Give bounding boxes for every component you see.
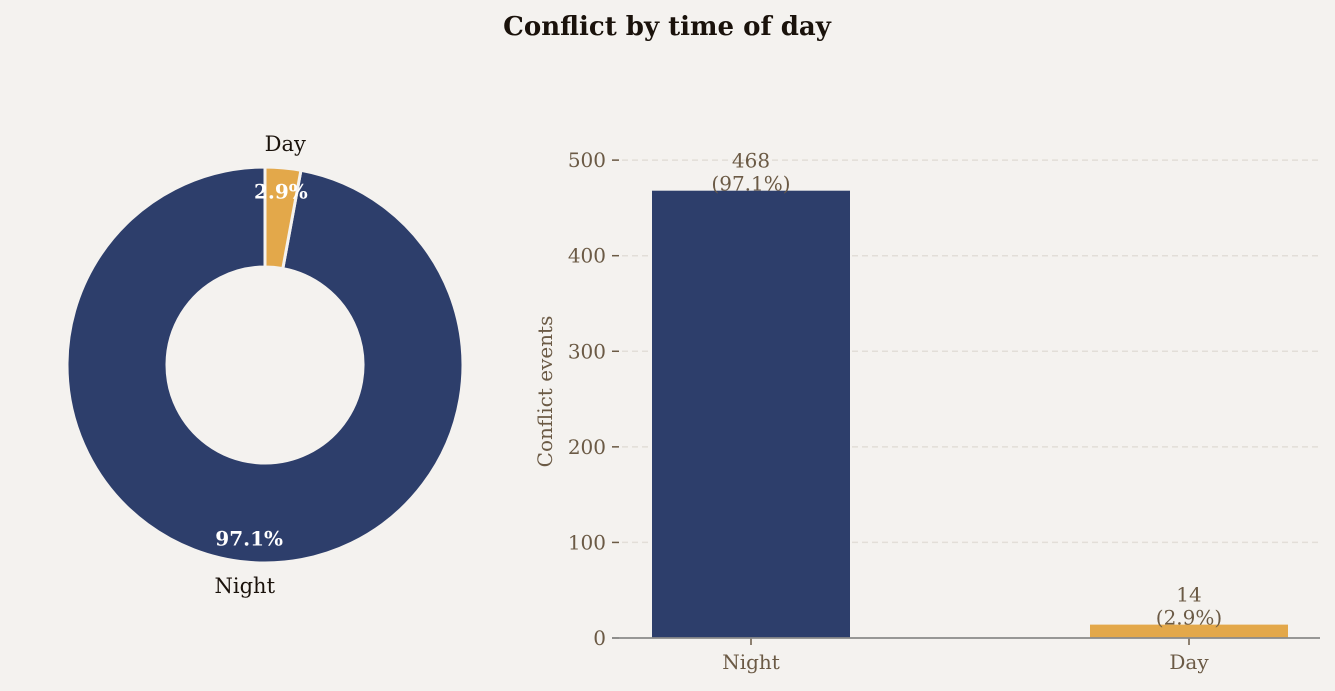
y-tick-label: 400 — [568, 244, 606, 268]
donut-category-label-day: Day — [265, 132, 306, 156]
donut-percent-label-night: 97.1% — [215, 526, 283, 550]
y-tick-label: 200 — [568, 435, 606, 459]
bar-day — [1090, 624, 1288, 638]
donut-category-label-night: Night — [215, 574, 276, 598]
bar-percent-label: (2.9%) — [1156, 606, 1222, 630]
y-tick-label: 100 — [568, 530, 606, 554]
donut-percent-label-day: 2.9% — [254, 180, 308, 204]
donut-slice-night — [65, 165, 465, 565]
bar-chart: 0 100 200 300 400 500 Conflict events 468(97.1%… — [533, 148, 1320, 674]
x-tick-label: Day — [1169, 650, 1209, 674]
bar-value-label: 468 — [732, 149, 770, 173]
bar-percent-label: (97.1%) — [711, 172, 790, 196]
donut-chart: 97.1% Night 2.9% Day — [65, 132, 465, 598]
y-tick-label: 0 — [593, 626, 606, 650]
y-axis-label: Conflict events — [533, 316, 557, 468]
bar-value-label: 14 — [1176, 583, 1201, 607]
bar-night — [652, 190, 850, 638]
y-tick-label: 300 — [568, 339, 606, 363]
donut-slice-day — [263, 165, 303, 271]
x-tick-label: Night — [722, 650, 780, 674]
y-tick-label: 500 — [568, 148, 606, 172]
figure-title: Conflict by time of day — [503, 12, 832, 42]
